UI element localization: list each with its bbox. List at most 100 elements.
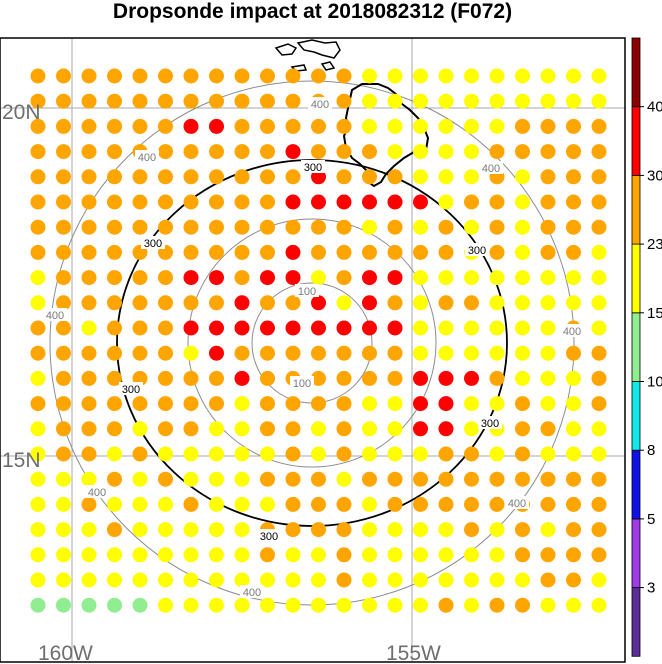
impact-dot xyxy=(56,446,71,462)
impact-dot xyxy=(540,421,556,437)
impact-dot xyxy=(30,68,46,84)
impact-dot xyxy=(362,471,377,487)
impact-dot xyxy=(362,144,377,160)
impact-dot xyxy=(362,219,377,235)
impact-dot xyxy=(515,144,530,160)
impact-dot xyxy=(413,396,428,412)
impact-dot xyxy=(56,547,71,563)
impact-dot xyxy=(413,345,428,361)
impact-dot xyxy=(132,219,148,235)
impact-dot xyxy=(260,320,275,336)
impact-dot xyxy=(107,572,122,588)
impact-dot xyxy=(489,93,505,109)
impact-dot xyxy=(260,396,275,412)
impact-dot xyxy=(107,370,122,386)
impact-dot xyxy=(464,522,479,538)
impact-dot xyxy=(387,320,403,336)
impact-dot xyxy=(362,169,377,185)
impact-dot xyxy=(81,93,97,109)
impact-dot xyxy=(56,295,71,311)
impact-dot xyxy=(591,345,607,361)
impact-dot xyxy=(515,295,530,311)
impact-dot xyxy=(260,597,275,613)
impact-dot xyxy=(234,244,250,260)
impact-dot xyxy=(489,597,505,613)
impact-dot xyxy=(81,270,97,286)
impact-dot xyxy=(183,345,199,361)
impact-dot xyxy=(56,572,71,588)
impact-dot xyxy=(336,93,352,109)
impact-dot xyxy=(132,446,148,462)
impact-dot xyxy=(540,194,556,210)
impact-dot xyxy=(81,421,97,437)
impact-dot xyxy=(515,572,530,588)
impact-dot xyxy=(566,471,581,487)
impact-dot xyxy=(183,68,199,84)
impact-dot xyxy=(132,270,148,286)
impact-dot xyxy=(464,421,479,437)
impact-dot xyxy=(183,169,199,185)
impact-dot xyxy=(566,496,581,512)
impact-dot xyxy=(438,496,454,512)
impact-dot xyxy=(158,572,173,588)
impact-dot xyxy=(387,68,403,84)
impact-dot xyxy=(183,522,199,538)
impact-dot xyxy=(540,68,556,84)
impact-dot xyxy=(336,295,352,311)
impact-dot xyxy=(30,194,46,210)
impact-dot xyxy=(56,597,71,613)
impact-dot xyxy=(107,219,122,235)
impact-dot xyxy=(540,396,556,412)
impact-dot xyxy=(234,446,250,462)
colorbar-label-5: 5 xyxy=(647,511,655,528)
impact-dot xyxy=(566,597,581,613)
impact-dot xyxy=(285,345,301,361)
impact-dot xyxy=(566,169,581,185)
impact-dot xyxy=(285,244,301,260)
colorbar-segment xyxy=(631,106,641,176)
impact-dot xyxy=(209,270,224,286)
impact-dot xyxy=(387,421,403,437)
impact-dot xyxy=(311,572,326,588)
impact-dot xyxy=(158,370,173,386)
impact-dot xyxy=(107,93,122,109)
impact-dot xyxy=(234,572,250,588)
impact-dot xyxy=(132,471,148,487)
impact-dot xyxy=(56,68,71,84)
impact-dot xyxy=(260,68,275,84)
impact-dot xyxy=(591,396,607,412)
impact-dot xyxy=(234,496,250,512)
impact-dot xyxy=(132,396,148,412)
impact-dot xyxy=(183,471,199,487)
impact-dot xyxy=(56,370,71,386)
impact-dot xyxy=(81,345,97,361)
impact-dot xyxy=(515,219,530,235)
impact-dot xyxy=(56,118,71,134)
impact-dot xyxy=(489,370,505,386)
impact-dot xyxy=(30,446,46,462)
impact-dot xyxy=(387,496,403,512)
impact-dot xyxy=(260,194,275,210)
impact-dot xyxy=(158,396,173,412)
impact-dot xyxy=(591,446,607,462)
impact-dot xyxy=(515,270,530,286)
impact-dot xyxy=(413,270,428,286)
impact-dot xyxy=(515,244,530,260)
impact-dot xyxy=(107,320,122,336)
impact-dot xyxy=(30,270,46,286)
impact-dot xyxy=(336,345,352,361)
impact-dot xyxy=(107,471,122,487)
impact-dot xyxy=(362,320,377,336)
impact-dot xyxy=(591,68,607,84)
contour-label-bg xyxy=(505,496,529,509)
impact-dot xyxy=(209,144,224,160)
impact-dot xyxy=(336,597,352,613)
impact-dot xyxy=(540,169,556,185)
impact-dot xyxy=(464,219,479,235)
impact-dot xyxy=(591,219,607,235)
impact-dot xyxy=(515,396,530,412)
impact-dot xyxy=(260,244,275,260)
impact-dot xyxy=(183,219,199,235)
impact-dot xyxy=(285,219,301,235)
impact-dot xyxy=(464,169,479,185)
